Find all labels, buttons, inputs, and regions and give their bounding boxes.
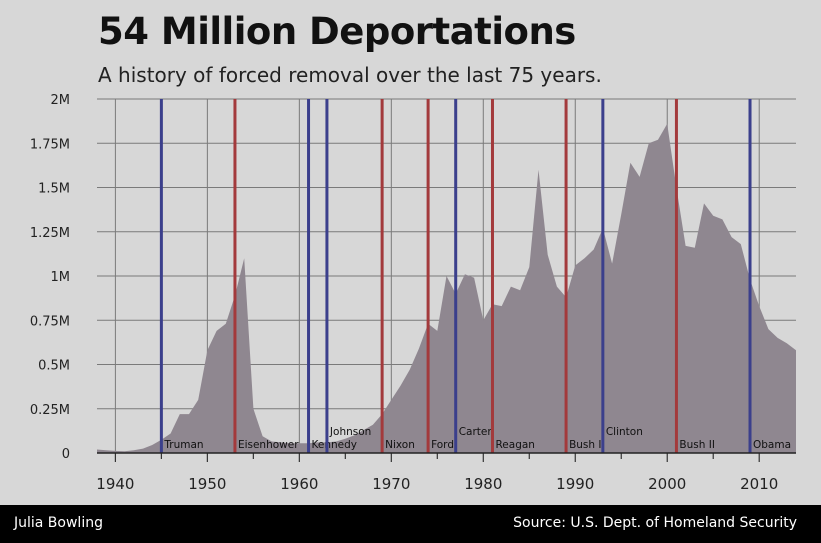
y-tick-label: 0.5M	[38, 359, 70, 374]
y-tick-label: 1M	[51, 270, 71, 285]
y-tick-label: 1.75M	[30, 137, 70, 152]
x-tick-label: 1960	[280, 475, 318, 493]
chart-title: 54 Million Deportations	[98, 10, 576, 53]
axes: 0 0.25M 0.5M 0.75M 1M 1.25M 1.5M 1.75M 2M 1940 195…	[30, 93, 796, 493]
y-tick-label: 2M	[51, 93, 71, 108]
x-tick-label: 2000	[648, 475, 686, 493]
president-label: Clinton	[606, 426, 643, 438]
president-label: Obama	[753, 439, 791, 451]
x-tick-label: 1940	[96, 475, 134, 493]
x-tick-label: 2010	[740, 475, 778, 493]
president-label: Eisenhower	[238, 439, 299, 451]
chart-subtitle: A history of forced removal over the las…	[98, 63, 602, 87]
president-label: Nixon	[385, 439, 415, 451]
x-tick-label: 1990	[556, 475, 594, 493]
y-tick-label: 1.25M	[30, 226, 70, 241]
y-tick-label: 1.5M	[38, 182, 70, 197]
area-series	[97, 123, 796, 454]
president-label: Bush II	[679, 439, 715, 451]
president-label: Bush I	[569, 439, 601, 451]
president-label: Kennedy	[312, 439, 357, 451]
president-label: Carter	[459, 426, 493, 438]
president-label: Truman	[163, 439, 203, 451]
president-label: Ford	[431, 439, 454, 451]
x-tick-label: 1950	[188, 475, 226, 493]
y-tick-label: 0.25M	[30, 403, 70, 418]
x-tick-label: 1970	[372, 475, 410, 493]
author-credit: Julia Bowling	[14, 515, 103, 531]
y-tick-label: 0	[62, 447, 70, 462]
president-label: Reagan	[495, 439, 534, 451]
x-tick-label: 1980	[464, 475, 502, 493]
deportations-area	[97, 123, 796, 454]
footer-bar: Julia Bowling Source: U.S. Dept. of Home…	[0, 505, 821, 543]
y-tick-label: 0.75M	[30, 314, 70, 329]
source-credit: Source: U.S. Dept. of Homeland Security	[513, 515, 797, 531]
president-label: Johnson	[329, 426, 371, 438]
